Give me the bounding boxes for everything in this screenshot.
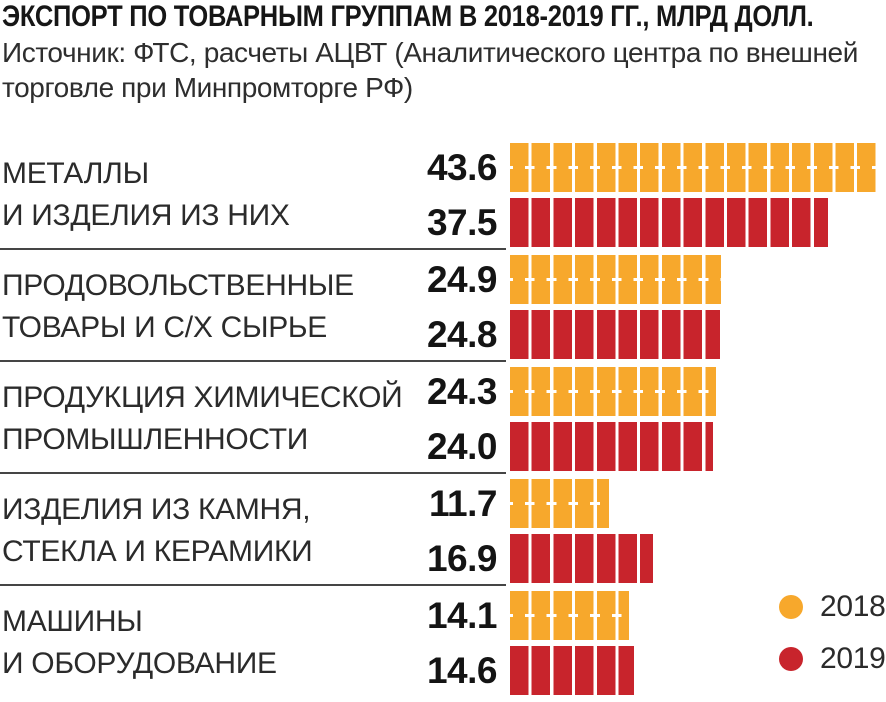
bar-group (510, 255, 886, 359)
chart-area: МЕТАЛЛЫ И ИЗДЕЛИЯ ИЗ НИХ 43.6 37.5 ПРОДОВОЛЬ… (0, 140, 886, 700)
category-label: ПРОДУКЦИЯ ХИМИЧЕСКОЙ ПРОМЫШЛЕННОСТИ (2, 377, 403, 461)
category-label-line: И ИЗДЕЛИЯ ИЗ НИХ (2, 199, 290, 232)
value-label-2018: 24.9 (426, 259, 498, 300)
bar-2018 (510, 479, 609, 528)
category-label-line: МЕТАЛЛЫ (2, 157, 149, 190)
category-label-line: СТЕКЛА И КЕРАМИКИ (2, 535, 313, 568)
legend: 2018 2019 (779, 590, 886, 698)
bar-2019 (510, 422, 713, 471)
value-label-2018: 24.3 (426, 371, 498, 412)
category-row: ПРОДУКЦИЯ ХИМИЧЕСКОЙ ПРОМЫШЛЕННОСТИ 24.3 24… (0, 364, 886, 476)
bar-2019 (510, 198, 828, 247)
category-label-line: ТОВАРЫ И С/Х СЫРЬЕ (2, 311, 328, 344)
bar-group (510, 367, 886, 471)
category-row: МАШИНЫ И ОБОРУДОВАНИЕ 14.1 14.6 (0, 588, 886, 700)
category-row: ИЗДЕЛИЯ ИЗ КАМНЯ, СТЕКЛА И КЕРАМИКИ 11.7 16… (0, 476, 886, 588)
legend-label-2018: 2018 (820, 589, 886, 623)
source-line-1: Источник: ФТС, расчеты АЦВТ (Аналитическ… (2, 37, 858, 68)
legend-dot-2019-icon (779, 646, 803, 671)
category-label: ИЗДЕЛИЯ ИЗ КАМНЯ, СТЕКЛА И КЕРАМИКИ (2, 489, 313, 573)
bar-2019 (510, 310, 720, 359)
value-label-2018: 14.1 (426, 595, 498, 636)
chart-title: ЭКСПОРТ ПО ТОВАРНЫМ ГРУППАМ В 2018-2019 … (2, 0, 814, 33)
value-label-2019: 37.5 (426, 202, 498, 243)
bar-2018 (510, 255, 721, 304)
bar-group (510, 143, 886, 247)
category-label: ПРОДОВОЛЬСТВЕННЫЕ ТОВАРЫ И С/Х СЫРЬЕ (2, 265, 354, 349)
legend-item-2018: 2018 (779, 590, 886, 623)
category-label-line: МАШИНЫ (2, 605, 143, 638)
bar-2019 (510, 646, 634, 695)
category-label-line: ПРОДОВОЛЬСТВЕННЫЕ (2, 269, 354, 302)
category-row: МЕТАЛЛЫ И ИЗДЕЛИЯ ИЗ НИХ 43.6 37.5 (0, 140, 886, 252)
category-label: МАШИНЫ И ОБОРУДОВАНИЕ (2, 601, 277, 685)
category-label-line: И ОБОРУДОВАНИЕ (2, 647, 277, 680)
bar-2018 (510, 143, 879, 192)
chart-source: Источник: ФТС, расчеты АЦВТ (Аналитическ… (2, 35, 858, 105)
legend-item-2019: 2019 (779, 642, 886, 675)
value-label-2018: 11.7 (429, 483, 497, 524)
value-label-2019: 14.6 (426, 650, 498, 691)
source-line-2: торговле при Минпромторге РФ) (2, 72, 413, 103)
category-label: МЕТАЛЛЫ И ИЗДЕЛИЯ ИЗ НИХ (2, 153, 290, 237)
bar-2018 (510, 367, 716, 416)
value-label-2018: 43.6 (426, 147, 498, 188)
bar-group (510, 591, 886, 695)
bar-group (510, 479, 886, 583)
category-label-line: ПРОМЫШЛЕННОСТИ (2, 423, 309, 456)
bar-2019 (510, 534, 653, 583)
value-label-2019: 24.0 (426, 426, 498, 467)
bar-2018 (510, 591, 629, 640)
legend-dot-2018-icon (779, 594, 803, 619)
legend-label-2019: 2019 (820, 641, 886, 675)
category-row: ПРОДОВОЛЬСТВЕННЫЕ ТОВАРЫ И С/Х СЫРЬЕ 24.9 2… (0, 252, 886, 364)
category-label-line: ИЗДЕЛИЯ ИЗ КАМНЯ, (2, 493, 311, 526)
value-label-2019: 16.9 (426, 538, 498, 579)
value-label-2019: 24.8 (426, 314, 498, 355)
category-label-line: ПРОДУКЦИЯ ХИМИЧЕСКОЙ (2, 381, 403, 414)
